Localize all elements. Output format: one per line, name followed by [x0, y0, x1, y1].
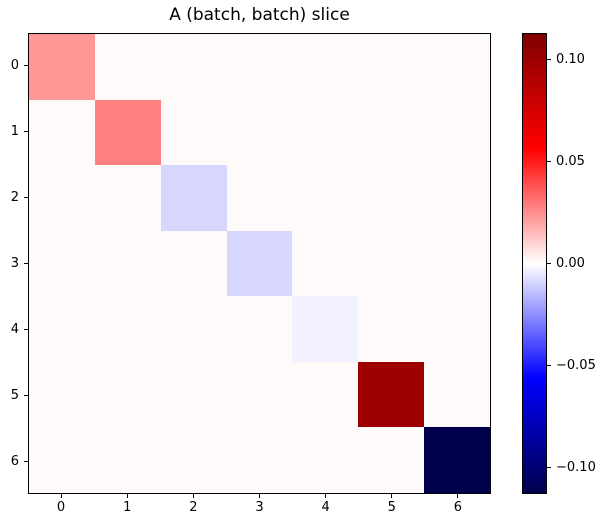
x-tick-mark-4: [325, 494, 327, 498]
x-axis-tick-label-4: 4: [321, 500, 330, 515]
heatmap-cell-6-6: [424, 427, 490, 493]
heatmap-cell-4-4: [292, 296, 359, 362]
heatmap-cell-5-1: [94, 361, 161, 428]
x-tick-mark-3: [259, 494, 260, 498]
x-axis-tick-label-6: 6: [453, 500, 463, 515]
heatmap-cell-2-2: [160, 165, 227, 231]
chart-title: A (batch, batch) slice: [169, 5, 350, 25]
colorbar-tick-label-0: 0.10: [556, 52, 585, 68]
colorbar-tick-mark-1: [546, 161, 551, 162]
y-tick-mark-4: [24, 328, 28, 330]
heatmap-cell-2-4: [292, 165, 359, 231]
x-axis-tick-label-3: 3: [255, 500, 264, 515]
y-axis-tick-label-2: 2: [10, 190, 19, 206]
y-tick-mark-2: [24, 197, 28, 199]
heatmap-cell-4-2: [160, 296, 227, 362]
colorbar: [522, 33, 547, 494]
y-axis-tick-label-5: 5: [10, 387, 19, 403]
heatmap-cell-1-2: [160, 99, 227, 166]
heatmap-cell-6-3: [226, 427, 293, 493]
heatmap-cell-1-6: [424, 99, 490, 166]
heatmap-cell-0-3: [226, 34, 293, 100]
heatmap-cell-5-3: [226, 361, 293, 428]
heatmap-cell-3-6: [424, 230, 490, 297]
heatmap-cell-6-2: [160, 427, 227, 493]
y-axis-tick-label-0: 0: [10, 58, 19, 74]
x-axis-tick-label-5: 5: [387, 500, 396, 515]
x-tick-mark-6: [457, 494, 459, 498]
colorbar-tick-mark-4: [546, 466, 551, 468]
x-axis-tick-label-0: 0: [56, 500, 66, 515]
y-axis-tick-label-4: 4: [10, 321, 19, 337]
heatmap-cell-1-5: [358, 99, 425, 166]
y-tick-mark-0: [24, 65, 28, 67]
heatmap-plot: [28, 33, 491, 494]
colorbar-tick-label-2: 0.00: [556, 256, 585, 271]
colorbar-tick-label-3: −0.05: [556, 357, 596, 373]
heatmap-cell-1-3: [226, 99, 293, 166]
heatmap-cell-3-3: [226, 230, 293, 297]
colorbar-tick-label-4: −0.10: [556, 459, 596, 475]
heatmap-cell-2-1: [94, 165, 161, 231]
heatmap-cell-6-1: [94, 427, 161, 493]
heatmap-cell-5-5: [358, 361, 425, 428]
heatmap-cell-2-3: [226, 165, 293, 231]
heatmap-cell-4-6: [424, 296, 490, 362]
heatmap-cell-5-4: [292, 361, 359, 428]
x-tick-mark-2: [192, 494, 194, 498]
heatmap-cell-0-6: [424, 34, 490, 100]
y-axis-tick-label-3: 3: [10, 256, 19, 271]
heatmap-cell-0-0: [29, 34, 95, 100]
heatmap-cell-4-1: [94, 296, 161, 362]
heatmap-cell-5-2: [160, 361, 227, 428]
x-tick-mark-5: [391, 494, 393, 498]
heatmap-cell-4-5: [358, 296, 425, 362]
y-axis-tick-label-1: 1: [10, 124, 19, 140]
heatmap-cell-1-1: [94, 99, 161, 166]
heatmap-cell-2-0: [29, 165, 95, 231]
y-tick-mark-1: [24, 131, 28, 133]
heatmap-cell-3-1: [94, 230, 161, 297]
heatmap-cell-2-6: [424, 165, 490, 231]
x-tick-mark-0: [60, 494, 62, 498]
x-tick-mark-1: [126, 494, 128, 498]
heatmap-cell-0-1: [94, 34, 161, 100]
heatmap-cell-5-6: [424, 361, 490, 428]
colorbar-tick-mark-0: [546, 59, 551, 61]
colorbar-tick-mark-3: [546, 364, 551, 366]
heatmap-cell-4-3: [226, 296, 293, 362]
y-tick-mark-3: [24, 263, 28, 264]
heatmap-cell-6-4: [292, 427, 359, 493]
heatmap-cell-3-5: [358, 230, 425, 297]
x-axis-tick-label-2: 2: [189, 500, 198, 515]
heatmap-cell-2-5: [358, 165, 425, 231]
heatmap-cell-5-0: [29, 361, 95, 428]
y-tick-mark-5: [24, 394, 28, 396]
heatmap-cell-6-5: [358, 427, 425, 493]
heatmap-cell-1-0: [29, 99, 95, 166]
heatmap-cell-6-0: [29, 427, 95, 493]
heatmap-cell-0-5: [358, 34, 425, 100]
heatmap-cell-3-4: [292, 230, 359, 297]
colorbar-tick-label-1: 0.05: [556, 154, 585, 169]
heatmap-cell-0-4: [292, 34, 359, 100]
y-axis-tick-label-6: 6: [10, 453, 19, 469]
heatmap-cell-3-0: [29, 230, 95, 297]
heatmap-cell-0-2: [160, 34, 227, 100]
heatmap-cell-1-4: [292, 99, 359, 166]
heatmap-cell-4-0: [29, 296, 95, 362]
x-axis-tick-label-1: 1: [123, 500, 132, 515]
colorbar-tick-mark-2: [546, 263, 551, 264]
y-tick-mark-6: [24, 460, 28, 462]
heatmap-cell-3-2: [160, 230, 227, 297]
